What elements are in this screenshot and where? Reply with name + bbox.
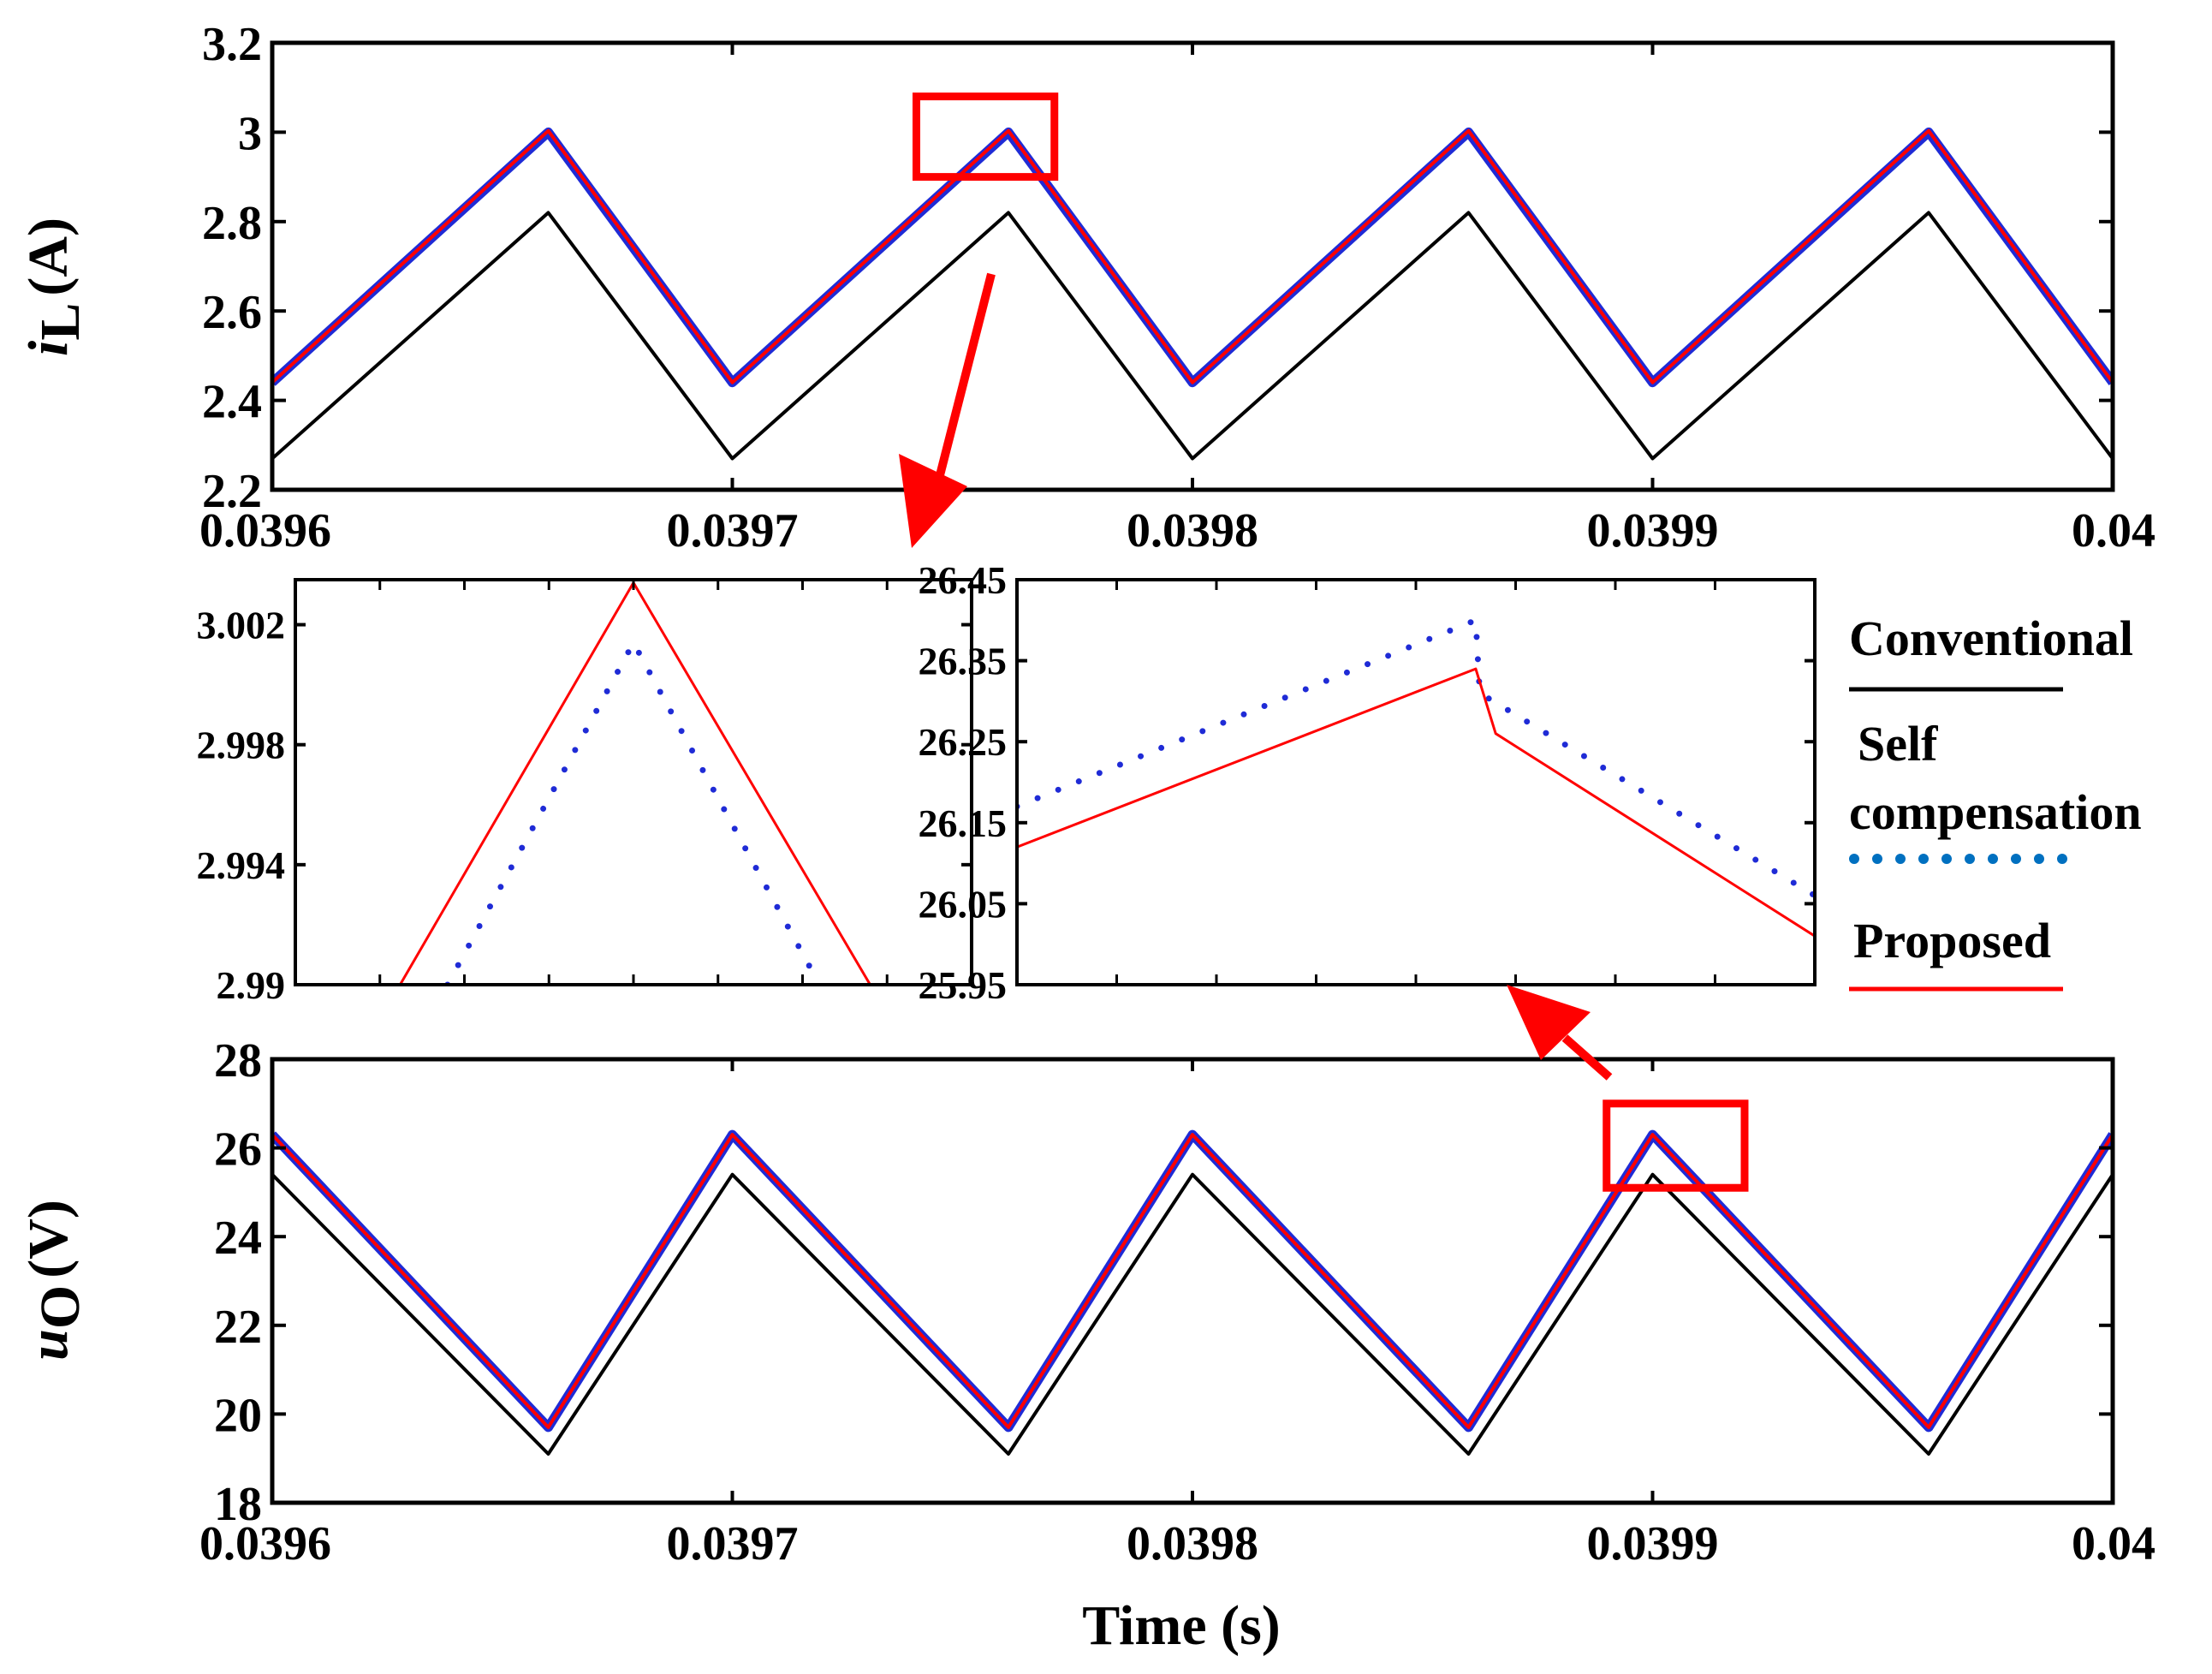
top-xtick-label: 0.0396: [199, 504, 331, 557]
svg-text:uO(V): uO (V): [17, 1200, 92, 1361]
zoom-right-series-self-compensation: [1017, 617, 1815, 899]
top-ytick-label: 2.8: [202, 197, 262, 250]
zoom-right-ytick-label: 26.35: [919, 640, 1008, 683]
svg-text:iL(A): iL (A): [17, 217, 92, 356]
top-xtick-label: 0.0398: [1127, 504, 1258, 557]
top-highlight-box-group: [913, 92, 1059, 182]
top-xtick-label: 0.0399: [1587, 504, 1719, 557]
zoom-right-plot: 25.95 26.05 26.15 26.25 26.35 26.45: [919, 558, 1817, 1007]
zoom-right-ytick-label: 26.15: [919, 801, 1008, 845]
bottom-xtick-label: 0.0396: [199, 1517, 331, 1570]
bottom-xlabel: Time (s): [1082, 1594, 1281, 1657]
bottom-xtick-label: 0.0398: [1127, 1517, 1258, 1570]
bottom-xtick-label: 0.0399: [1587, 1517, 1719, 1570]
top-ylabel-main: i: [17, 340, 80, 356]
top-xtick-label: 0.0397: [667, 504, 799, 557]
zoom-right-series-group: [1017, 617, 1815, 938]
bottom-highlight-box: [1603, 1099, 1749, 1192]
bottom-ytick-label: 22: [214, 1301, 262, 1354]
top-ytick-label: 2.2: [202, 465, 262, 518]
top-ytick-label: 3.2: [202, 18, 262, 71]
legend-label-proposed: Proposed: [1853, 913, 2051, 968]
top-ytick-label: 2.6: [202, 286, 262, 339]
zoom-left-ytick-label: 3.002: [197, 604, 286, 647]
top-series-group: [272, 127, 2113, 461]
bottom-ylabel-sub: O: [29, 1285, 92, 1329]
top-ticks-group: 0.0396 0.0397 0.0398 0.0399 0.04 2.2 2.4 2.6 2.8…: [199, 18, 2156, 557]
legend-label-self-1: Self: [1858, 716, 1938, 771]
top-ytick-label: 3: [238, 107, 262, 160]
top-series-proposed: [272, 128, 2113, 384]
zoom-right-ytick-label: 26.45: [919, 558, 1008, 602]
legend-label-self-2: compensation: [1849, 784, 2142, 840]
top-highlight-box: [913, 92, 1059, 182]
zoom-right-ytick-label: 26.05: [919, 882, 1008, 926]
bottom-ylabel: uO (V): [17, 1200, 92, 1361]
legend: Conventional Self compensation Proposed: [1849, 611, 2142, 992]
bottom-plot: 0.0396 0.0397 0.0398 0.0399 0.04 18 20 22 24 26 28…: [17, 1034, 2156, 1657]
bottom-series-conventional: [272, 1172, 2113, 1456]
top-ylabel-sub: L: [29, 303, 92, 341]
top-ytick-label: 2.4: [202, 376, 262, 429]
top-ylabel: iL (A): [17, 217, 92, 356]
zoom-right-ytick-label: 25.95: [919, 963, 1008, 1007]
bottom-ytick-label: 26: [214, 1123, 262, 1177]
zoom-left-plot: 2.99 2.994 2.998 3.002: [197, 578, 973, 1007]
bottom-highlight-box-group: [1603, 1099, 1749, 1192]
bottom-ylabel-unit: (V): [17, 1200, 80, 1278]
zoom-left-ytick-label: 2.99: [217, 963, 286, 1007]
bottom-ytick-label: 18: [214, 1478, 262, 1531]
legend-label-conventional: Conventional: [1849, 611, 2133, 666]
zoom-arrow-right: [1507, 985, 1613, 1081]
bottom-ytick-label: 20: [214, 1389, 262, 1442]
top-xtick-label: 0.04: [2072, 504, 2156, 557]
bottom-xtick-label: 0.04: [2072, 1517, 2156, 1570]
zoom-left-ytick-label: 2.994: [197, 843, 286, 887]
zoom-arrow-left: [899, 272, 996, 548]
bottom-xtick-label: 0.0397: [667, 1517, 799, 1570]
bottom-series-proposed: [272, 1133, 2113, 1429]
zoom-right-series-proposed: [1017, 667, 1815, 938]
zoom-right-ytick-label: 26.25: [919, 720, 1008, 764]
top-series-conventional: [272, 211, 2113, 461]
top-ylabel-unit: (A): [17, 217, 80, 296]
bottom-series-group: [272, 1129, 2113, 1456]
zoom-right-ticks-group: 25.95 26.05 26.15 26.25 26.35 26.45: [919, 558, 1815, 1007]
bottom-ytick-label: 24: [214, 1212, 262, 1265]
zoom-left-ticks-group: 2.99 2.994 2.998 3.002: [197, 580, 972, 1007]
bottom-ylabel-main: u: [17, 1329, 80, 1361]
bottom-ticks-group: 0.0396 0.0397 0.0398 0.0399 0.04 18 20 22 24 26 28: [199, 1034, 2156, 1570]
bottom-ytick-label: 28: [214, 1034, 262, 1087]
top-plot: 0.0396 0.0397 0.0398 0.0399 0.04 2.2 2.4 2.6 2.8…: [17, 18, 2156, 557]
zoom-left-ytick-label: 2.998: [197, 724, 286, 767]
